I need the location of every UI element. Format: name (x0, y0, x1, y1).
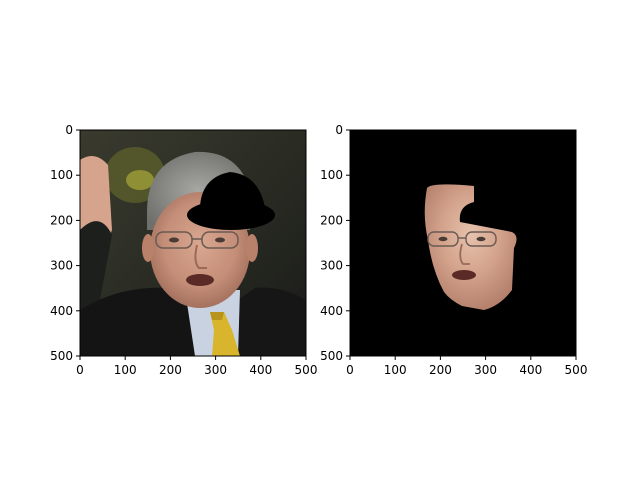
mouth-mask (452, 270, 476, 280)
left-axes-frame (79, 129, 307, 357)
mouth (186, 274, 214, 286)
nose (194, 244, 207, 269)
glasses-left-mask (427, 231, 459, 247)
eye-right (215, 237, 225, 243)
right-axes-frame (349, 129, 577, 357)
hat-crown (199, 172, 266, 215)
background-light (126, 170, 154, 190)
suit-left (80, 287, 215, 356)
left-image-panel (80, 130, 306, 356)
left-y-tick-label: 300 (50, 259, 73, 273)
left-x-tick-label: 400 (249, 363, 272, 377)
right-x-tick-label: 100 (384, 363, 407, 377)
right-x-tick-label: 400 (519, 363, 542, 377)
glasses-right-mask (465, 231, 497, 247)
eye-left-mask (438, 236, 448, 242)
left-y-tick-label: 500 (50, 349, 73, 363)
left-x-tick-label: 300 (204, 363, 227, 377)
ear-right (246, 234, 258, 262)
right-y-tick-label: 200 (320, 213, 343, 227)
hat-occluder (187, 172, 275, 230)
right-y-tick-label: 100 (320, 168, 343, 182)
right-x-tick-label: 500 (565, 363, 588, 377)
left-y-tick-label: 200 (50, 213, 73, 227)
left-x-tick-label: 0 (76, 363, 84, 377)
right-x-tick-label: 300 (474, 363, 497, 377)
suit-right (232, 287, 306, 356)
glasses-left (155, 231, 193, 249)
yellow-tie (210, 312, 240, 356)
ear-left (142, 234, 154, 262)
glasses-right (201, 231, 239, 249)
left-x-tick-label: 200 (159, 363, 182, 377)
tie-knot (210, 312, 224, 320)
right-y-tick-label: 300 (320, 259, 343, 273)
sleeve (80, 221, 112, 320)
right-image-panel (350, 130, 576, 356)
right-y-tick-label: 500 (320, 349, 343, 363)
left-x-tick-label: 100 (114, 363, 137, 377)
left-y-tick-label: 400 (50, 304, 73, 318)
eye-left (169, 237, 179, 243)
right-x-tick-label: 0 (346, 363, 354, 377)
segmented-face (424, 184, 517, 310)
left-y-tick-label: 100 (50, 168, 73, 182)
right-y-tick-label: 400 (320, 304, 343, 318)
right-x-tick-label: 200 (429, 363, 452, 377)
left-y-tick-label: 0 (65, 123, 73, 137)
nose-mask (459, 243, 470, 265)
right-y-tick-label: 0 (335, 123, 343, 137)
eye-right-mask (476, 236, 486, 242)
left-x-tick-label: 500 (295, 363, 318, 377)
